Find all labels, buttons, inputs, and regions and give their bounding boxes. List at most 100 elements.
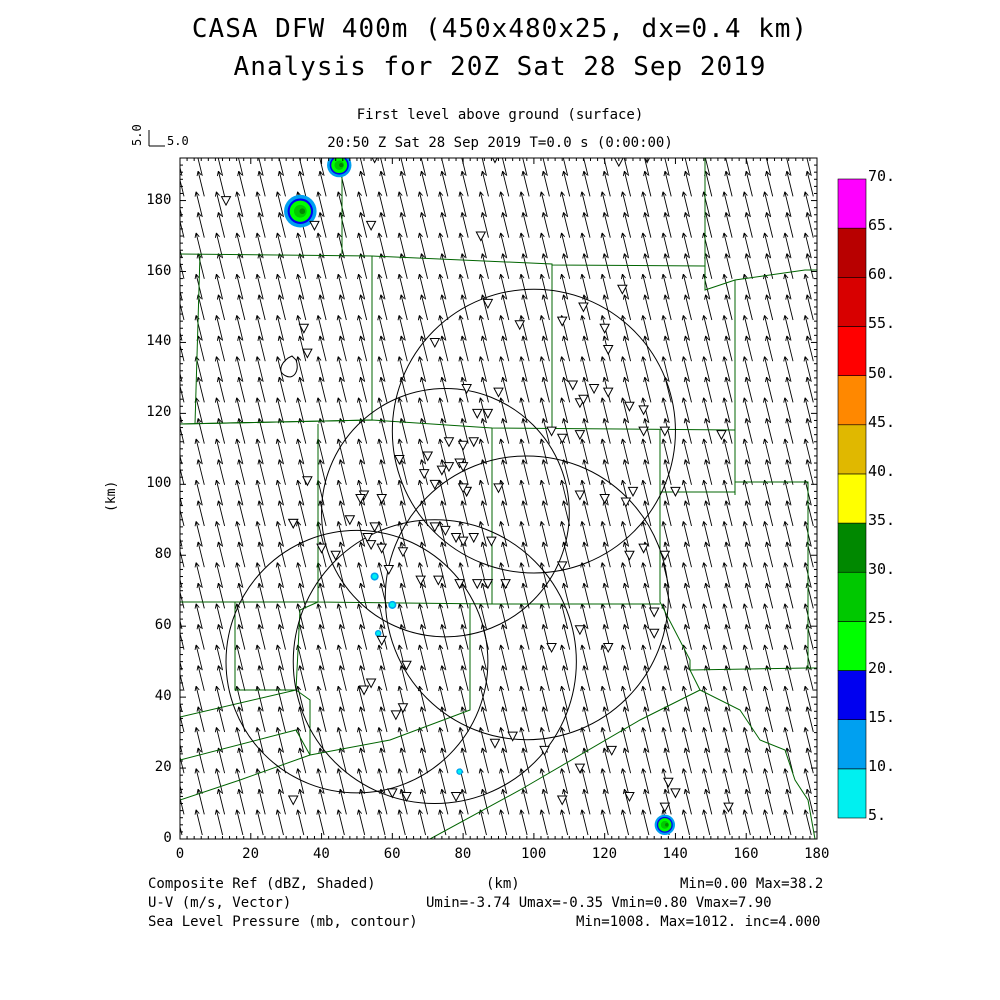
station-markers [220, 158, 734, 813]
wind-vector [237, 500, 246, 527]
wind-vector [786, 158, 792, 176]
x-tick-label: 120 [591, 846, 618, 862]
wind-vector [458, 727, 467, 753]
station-marker [287, 518, 299, 529]
station-marker [376, 494, 388, 505]
colorbar-label: 10. [868, 756, 896, 775]
wind-vector [765, 170, 774, 197]
wind-vector [235, 562, 244, 588]
wind-vector [541, 335, 550, 362]
wind-vector [583, 130, 590, 155]
wind-vector [742, 685, 751, 712]
wind-vector [681, 191, 690, 218]
y-tick-label: 140 [146, 333, 172, 350]
wind-vector [397, 768, 406, 794]
wind-vector [704, 500, 713, 527]
station-marker [433, 575, 444, 586]
wind-vector [214, 603, 224, 630]
wind-vector [562, 624, 571, 650]
wind-vector [722, 232, 731, 259]
wind-vector [336, 191, 345, 218]
wind-vector [744, 541, 753, 568]
wind-vector [681, 479, 690, 506]
y-tick-label: 120 [146, 404, 172, 421]
station-marker [429, 522, 441, 533]
wind-vector [235, 356, 244, 382]
wind-vector [419, 418, 429, 444]
wind-vector [216, 624, 226, 650]
wind-vector [704, 582, 713, 609]
x-tick-label: 20 [242, 846, 260, 862]
wind-vector [501, 253, 510, 279]
wind-vector [725, 130, 732, 155]
wind-vector [805, 706, 814, 733]
wind-vector [359, 624, 368, 650]
wind-vector [600, 809, 609, 836]
wind-vector [641, 685, 650, 712]
wind-vector [580, 191, 589, 218]
wind-vector [235, 479, 244, 506]
wind-vector [785, 376, 794, 403]
wind-legend-label: U-V (m/s, Vector) [148, 895, 292, 911]
wind-vector [541, 788, 550, 815]
wind-vector [397, 603, 406, 630]
wind-vector [377, 315, 386, 341]
wind-vector [541, 582, 550, 609]
colorbar-segment [837, 326, 867, 376]
wind-vector [499, 685, 508, 712]
wind-vector [702, 479, 711, 506]
wind-vector [521, 788, 530, 815]
wind-vector [255, 315, 264, 341]
station-marker [486, 536, 497, 547]
y-tick-label: 0 [163, 830, 172, 846]
wind-vector [318, 376, 327, 403]
wind-vector [379, 376, 388, 403]
wind-vector [600, 644, 609, 671]
wind-vector [704, 706, 713, 733]
wind-vector [763, 562, 772, 588]
wind-vector [681, 603, 690, 630]
wind-vector [298, 788, 307, 815]
wind-vector [478, 809, 487, 836]
wind-vector [299, 130, 306, 155]
wind-vector [583, 158, 589, 176]
wind-vector [541, 541, 550, 568]
wind-vector [663, 335, 672, 362]
wind-vector [197, 158, 203, 176]
wind-vector [214, 356, 224, 382]
wind-vector [681, 315, 690, 341]
wind-vector [521, 212, 530, 238]
wind-vector [742, 397, 751, 424]
wind-vector [417, 809, 427, 836]
wind-vector [180, 783, 183, 794]
station-marker [309, 220, 320, 231]
wind-vector [663, 418, 672, 444]
wind-vector [724, 418, 733, 444]
wind-vector [417, 685, 427, 712]
wind-vector [359, 170, 368, 197]
wind-vector [194, 727, 203, 753]
wind-vector [722, 603, 731, 630]
wind-vector [277, 788, 286, 815]
station-marker [450, 791, 462, 803]
wind-vector [238, 130, 245, 155]
chart-title: CASA DFW 400m (450x480x25, dx=0.4 km) [191, 14, 809, 44]
wind-vector [803, 727, 812, 753]
wind-vector [560, 685, 569, 712]
wind-vector [744, 376, 753, 403]
wind-vector [257, 212, 266, 238]
wind-vector [336, 397, 345, 424]
wind-vector [541, 706, 550, 733]
wind-vector [237, 747, 246, 774]
wind-vector [196, 747, 205, 774]
wind-vector [519, 644, 528, 671]
station-marker [358, 685, 370, 696]
wind-vector [194, 191, 203, 218]
wind-vector [763, 603, 772, 630]
wind-vector [643, 747, 652, 774]
wind-vector [399, 500, 408, 527]
station-marker [362, 533, 373, 544]
station-marker [468, 437, 480, 448]
wind-vector [620, 356, 630, 382]
wind-vector [419, 788, 429, 815]
